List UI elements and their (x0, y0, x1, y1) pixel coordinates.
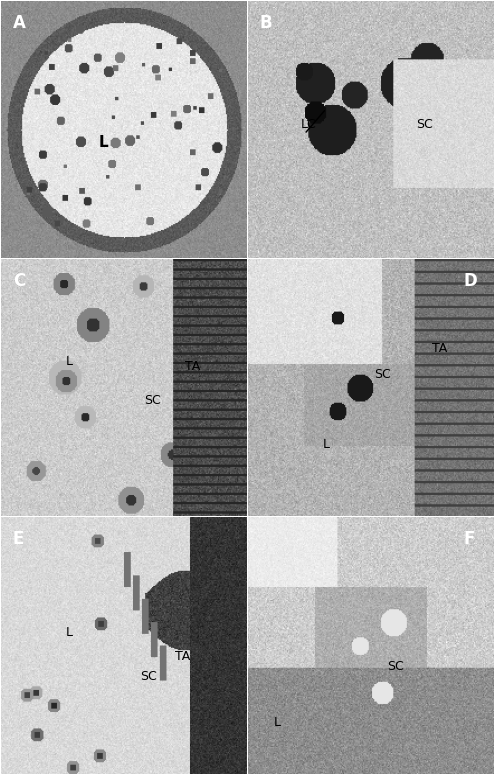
Text: L: L (66, 355, 73, 368)
Text: L: L (66, 626, 73, 639)
Text: B: B (260, 13, 273, 32)
Text: SC: SC (374, 368, 391, 381)
Text: TA: TA (185, 360, 200, 374)
Text: C: C (13, 272, 25, 290)
Text: L: L (323, 438, 330, 450)
Text: TA: TA (175, 649, 190, 663)
Text: SC: SC (140, 670, 157, 684)
Text: D: D (464, 272, 478, 290)
Text: L: L (99, 135, 109, 150)
Text: F: F (464, 530, 475, 548)
Text: SC: SC (387, 660, 404, 673)
Text: A: A (13, 13, 26, 32)
Text: SC: SC (416, 118, 433, 130)
Text: E: E (13, 530, 24, 548)
Text: L: L (274, 716, 281, 729)
Text: LC: LC (301, 118, 317, 130)
Text: SC: SC (145, 394, 162, 407)
Text: TA: TA (432, 343, 447, 356)
